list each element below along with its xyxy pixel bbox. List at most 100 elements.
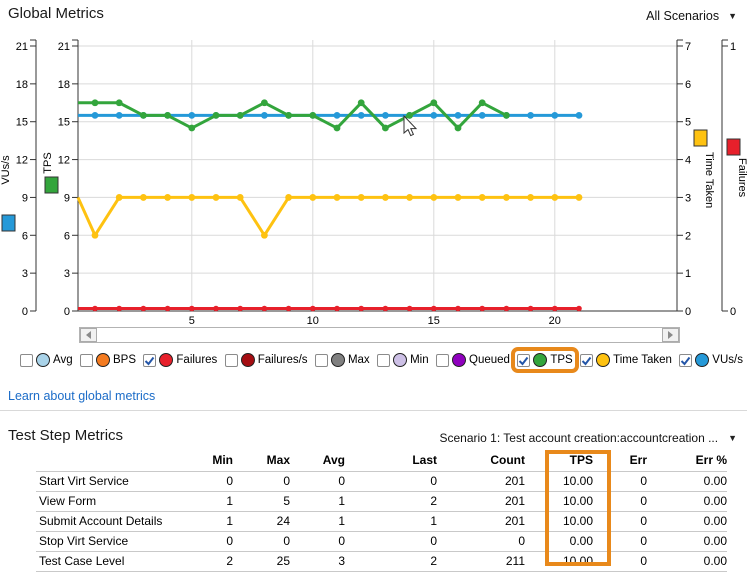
table-row-test-case-level: Test Case Level 2 25 3 2 211 10.00 0 0.00	[36, 552, 727, 572]
legend-item-max[interactable]: Max	[314, 353, 370, 367]
checkbox-tps[interactable]	[517, 353, 531, 367]
checkbox-min[interactable]	[377, 353, 391, 367]
cell-count: 211	[505, 554, 525, 568]
vus-s-axis-title: VUs/s	[0, 155, 12, 185]
vus-s-axis: 0 3 6 9 12 15 18 21	[16, 39, 37, 318]
legend-item-avg[interactable]: Avg	[20, 353, 73, 367]
cell-max: 0	[283, 534, 290, 548]
cell-min: 1	[226, 494, 233, 508]
global-metrics-chart: 0 3 6 9 12 15 18 21 0 3 6 9 12 15 18 21 0 1 2 3 4 5 6 7 0 1 5 10 15 2…	[0, 39, 747, 327]
cell-avg: 1	[338, 514, 345, 528]
x-tick-label: 10	[307, 315, 319, 327]
svg-text:7: 7	[685, 41, 691, 53]
failures-axis-swatch	[726, 138, 741, 156]
svg-text:3: 3	[22, 268, 28, 280]
time-taken-line	[76, 195, 579, 237]
failures-point	[140, 305, 147, 312]
failures-point	[455, 305, 461, 312]
tps-point	[212, 112, 220, 119]
vus-s-point	[430, 112, 438, 119]
tps-point	[478, 99, 486, 107]
tps-point	[309, 112, 317, 119]
svg-text:12: 12	[16, 155, 28, 167]
checkbox-max[interactable]	[314, 353, 328, 367]
header-cell-err: Err %	[695, 453, 727, 467]
time-taken-point	[382, 194, 389, 201]
header-cell-min: Min	[212, 453, 233, 467]
cell-last: 2	[430, 494, 437, 508]
failures-point	[310, 305, 316, 312]
legend-label: BPS	[113, 354, 137, 366]
time-taken-point	[309, 194, 317, 201]
step-name: View Form	[39, 494, 97, 508]
svg-text:0: 0	[64, 306, 70, 318]
scenario-filter-dropdown[interactable]: All Scenarios ▼	[646, 9, 737, 23]
header-cell-avg: Avg	[322, 453, 345, 467]
checkbox-avg[interactable]	[20, 353, 33, 367]
table-row-start-virt-service: Start Virt Service 0 0 0 0 201 10.00 0 0.00	[36, 472, 727, 492]
legend-item-time-taken[interactable]: Time Taken	[580, 353, 672, 367]
tps-point	[406, 112, 413, 119]
legend-item-tps[interactable]: TPS	[511, 347, 579, 373]
table-row-stop-virt-service: Stop Virt Service 0 0 0 0 0 0.00 0 0.00	[36, 532, 727, 552]
failures-point	[285, 305, 292, 312]
time-taken-axis-swatch	[693, 129, 708, 147]
tps-point	[454, 124, 462, 132]
legend-label: VUs/s	[712, 354, 743, 366]
time-taken-point	[357, 194, 365, 201]
checkbox-bps[interactable]	[80, 353, 93, 367]
cell-min: 0	[226, 534, 233, 548]
scroll-right-icon	[668, 331, 673, 339]
cell-avg: 3	[338, 554, 345, 568]
svg-text:1: 1	[730, 41, 736, 53]
legend-item-failures[interactable]: Failures	[143, 353, 217, 367]
svg-text:6: 6	[685, 79, 691, 91]
svg-text:18: 18	[58, 79, 70, 91]
scenario-dropdown[interactable]: Scenario 1: Test account creation:accoun…	[439, 431, 737, 445]
x-tick-label: 20	[549, 315, 561, 327]
header-cell-max: Max	[266, 453, 290, 467]
legend-item-vus-s[interactable]: VUs/s	[679, 353, 743, 367]
tps-axis-swatch	[44, 176, 59, 194]
mouse-cursor	[403, 114, 418, 137]
legend-item-bps[interactable]: BPS	[80, 353, 136, 367]
tps-point	[188, 124, 196, 132]
checkbox-failures[interactable]	[143, 353, 157, 367]
checkbox-time-taken[interactable]	[580, 353, 594, 367]
checkbox-failures-s[interactable]	[224, 353, 238, 367]
time-taken-point	[140, 194, 147, 201]
cell-avg: 0	[338, 474, 345, 488]
series-color-icon	[240, 353, 255, 367]
time-taken-point	[261, 231, 268, 239]
legend-item-queued[interactable]: Queued	[436, 353, 510, 367]
scroll-right-button[interactable]	[662, 328, 679, 342]
learn-about-global-metrics-link[interactable]: Learn about global metrics	[8, 389, 156, 403]
header-cell-count: Count	[490, 453, 525, 467]
time-taken-point	[575, 194, 583, 201]
svg-text:18: 18	[16, 79, 28, 91]
step-name: Start Virt Service	[39, 474, 129, 488]
chart-horizontal-scrollbar[interactable]	[79, 327, 680, 343]
time-taken-point	[236, 194, 244, 201]
tps-point	[357, 99, 365, 107]
scroll-left-button[interactable]	[80, 328, 97, 342]
series-color-icon	[596, 353, 611, 367]
checkbox-queued[interactable]	[436, 353, 449, 367]
series-color-icon	[96, 353, 110, 367]
series-color-icon	[159, 353, 174, 367]
time-taken-point	[333, 194, 341, 201]
checkbox-vus-s[interactable]	[679, 353, 693, 367]
svg-text:6: 6	[64, 230, 70, 242]
legend-item-failures-s[interactable]: Failures/s	[224, 353, 308, 367]
cell-max: 25	[276, 554, 290, 568]
cell-max: 24	[276, 514, 290, 528]
failures-point	[431, 305, 437, 312]
series-color-icon	[452, 353, 466, 367]
legend-label: Avg	[53, 354, 73, 366]
svg-text:0: 0	[730, 306, 736, 318]
cell-avg: 1	[338, 494, 345, 508]
failures-point	[358, 305, 365, 312]
failures-point	[527, 305, 534, 312]
series-color-icon	[695, 353, 710, 367]
legend-item-min[interactable]: Min	[377, 353, 429, 367]
